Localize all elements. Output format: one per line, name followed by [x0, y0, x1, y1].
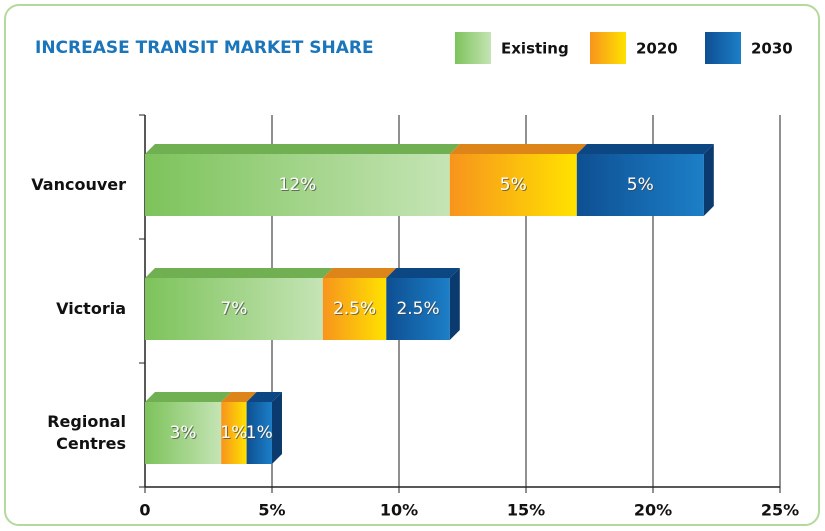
bar-side — [272, 392, 282, 464]
value-label: 1% — [220, 423, 247, 443]
bar-top — [145, 268, 333, 278]
value-label: 5% — [500, 175, 527, 195]
bar — [145, 402, 222, 464]
bar — [576, 154, 704, 216]
bar — [386, 278, 450, 340]
bar — [322, 278, 387, 340]
value-label-shadow: 2.5% — [397, 300, 440, 320]
value-label-shadow: 1% — [221, 424, 248, 444]
value-label: 12% — [279, 175, 317, 195]
bar-top — [322, 268, 397, 278]
bar — [246, 402, 272, 464]
bar — [221, 402, 247, 464]
y-tick-label: Regional Centres — [47, 412, 126, 453]
value-label: 1% — [246, 423, 273, 443]
bar-top — [386, 268, 460, 278]
value-label-shadow: 5% — [628, 176, 655, 196]
bar — [145, 278, 323, 340]
y-tick-label: Victoria — [56, 299, 126, 318]
bar-top — [145, 392, 232, 402]
value-label-shadow: 5% — [501, 176, 528, 196]
value-label: 7% — [220, 299, 247, 319]
legend-swatch — [455, 32, 491, 64]
bar-side — [449, 268, 460, 340]
value-label-shadow: 12% — [280, 176, 318, 196]
bar — [145, 154, 450, 216]
bar-top — [145, 144, 460, 154]
legend-label: 2030 — [751, 40, 793, 58]
x-tick-label: 5% — [258, 501, 285, 520]
bar-side — [703, 144, 714, 216]
x-tick-label: 0 — [139, 501, 150, 520]
bar-top — [246, 392, 282, 402]
x-tick-label: 20% — [634, 501, 672, 520]
value-label: 2.5% — [333, 299, 376, 319]
legend-swatch — [590, 32, 626, 64]
legend-label: 2020 — [636, 40, 678, 58]
value-label: 2.5% — [396, 299, 439, 319]
x-tick-label: 10% — [380, 501, 418, 520]
bar-top — [449, 144, 587, 154]
chart-title: INCREASE TRANSIT MARKET SHARE — [35, 38, 374, 58]
value-label-shadow: 1% — [247, 424, 274, 444]
frame — [4, 4, 820, 526]
bar-top — [221, 392, 257, 402]
value-label-shadow: 2.5% — [334, 300, 377, 320]
value-label: 5% — [627, 175, 654, 195]
x-tick-label: 15% — [507, 501, 545, 520]
value-label: 3% — [170, 423, 197, 443]
y-tick-label: Vancouver — [31, 175, 126, 194]
value-label-shadow: 3% — [171, 424, 198, 444]
legend-label: Existing — [501, 40, 569, 58]
x-tick-label: 25% — [761, 501, 799, 520]
bar-top — [576, 144, 714, 154]
legend-swatch — [705, 32, 741, 64]
bar — [449, 154, 577, 216]
value-label-shadow: 7% — [221, 300, 248, 320]
